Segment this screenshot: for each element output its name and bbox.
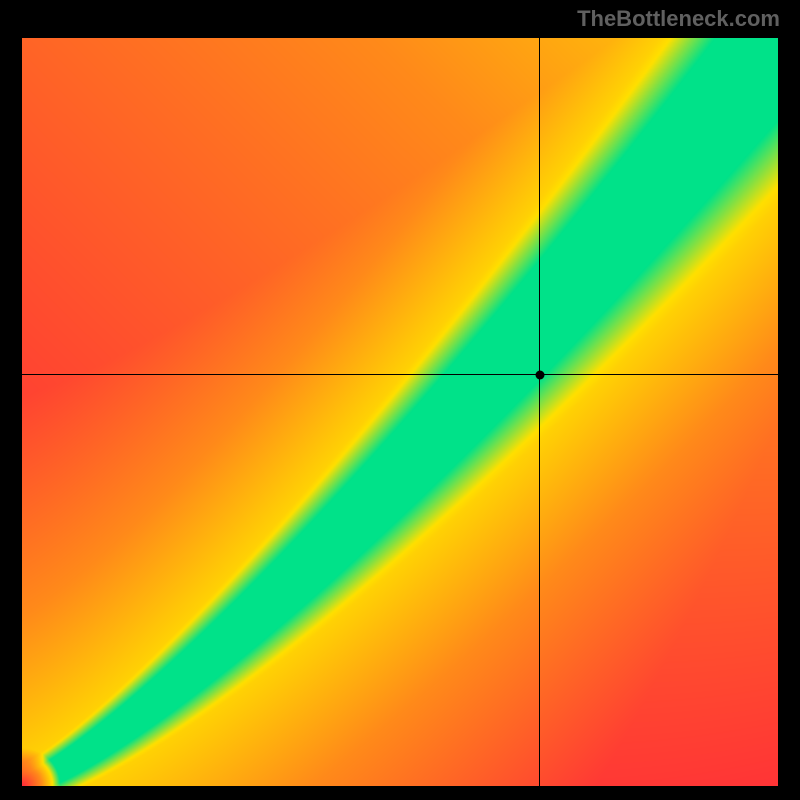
crosshair-horizontal: [22, 374, 778, 375]
crosshair-marker: [535, 370, 544, 379]
heatmap-canvas: [22, 38, 778, 786]
crosshair-vertical: [539, 38, 540, 786]
attribution-text: TheBottleneck.com: [577, 6, 780, 32]
heatmap-plot: [22, 38, 778, 786]
